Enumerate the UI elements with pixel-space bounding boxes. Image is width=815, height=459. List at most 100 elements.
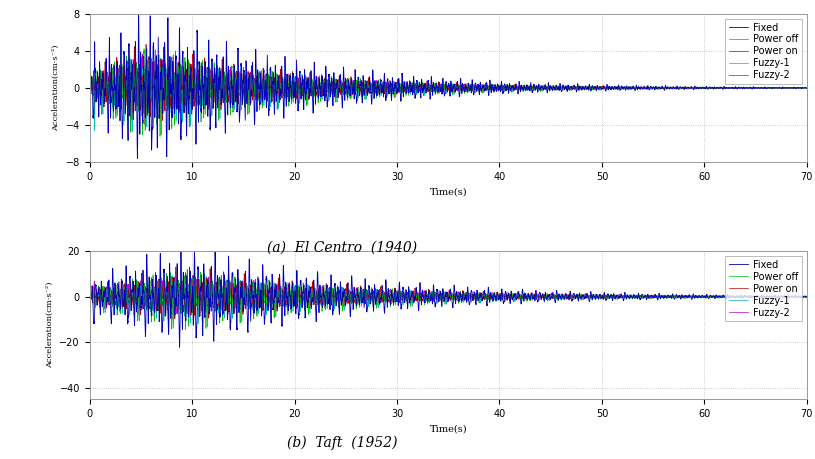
Fuzzy-2 [252,87,262,92]
X-axis label: Time(s): Time(s) [430,425,467,434]
Fixed [249,296,258,301]
Fixed [252,306,262,311]
Power on [733,85,742,90]
Text: (b)  Taft  (1952): (b) Taft (1952) [287,436,398,450]
Fuzzy-1 [247,84,257,90]
Power on [198,280,208,285]
Fixed [355,293,365,299]
Fuzzy-1 [178,272,188,277]
Power on [249,293,258,298]
Fuzzy-2 [355,85,365,91]
Fixed [85,294,95,299]
Power off [249,301,258,307]
Fixed [733,86,742,92]
Line: Fixed: Fixed [90,12,807,158]
Fixed [249,81,258,87]
Fuzzy-1 [85,85,95,91]
Power on [355,286,365,292]
Fuzzy-2 [802,293,812,299]
Power off [155,134,165,139]
Fuzzy-2 [733,85,742,90]
Y-axis label: Acceleration(cm·s⁻²): Acceleration(cm·s⁻²) [52,45,60,131]
Fuzzy-2 [138,52,148,57]
Line: Fixed: Fixed [90,243,807,347]
Fuzzy-1 [802,294,812,299]
Fuzzy-1 [355,83,365,88]
Fuzzy-2 [733,295,742,300]
Fuzzy-2 [198,78,208,84]
Fuzzy-1 [252,289,262,295]
Line: Fuzzy-2: Fuzzy-2 [90,55,807,122]
Power off [249,75,258,81]
Power off [802,85,812,91]
Fuzzy-2 [252,288,262,293]
Fixed [247,91,257,97]
Fuzzy-1 [733,295,742,300]
Fixed [247,277,257,282]
Fixed [133,156,143,161]
Fuzzy-1 [733,85,742,91]
Fuzzy-1 [198,80,208,86]
X-axis label: Time(s): Time(s) [430,187,467,196]
Fixed [733,294,742,299]
Power off [139,46,149,51]
Power on [249,84,258,90]
Fixed [802,85,812,91]
Power on [198,101,208,107]
Power on [140,122,150,127]
Power off [355,82,365,87]
Power off [252,313,262,319]
Fixed [198,85,208,91]
Line: Fuzzy-2: Fuzzy-2 [90,273,807,319]
Fuzzy-2 [249,298,258,303]
Power on [802,85,812,91]
Power on [247,303,257,308]
Power off [85,294,95,299]
Fixed [802,294,812,300]
Power off [198,91,208,96]
Fuzzy-2 [168,317,178,322]
Fuzzy-1 [247,279,257,284]
Power on [355,90,365,95]
Power off [247,289,257,294]
Fuzzy-2 [156,119,166,124]
Power on [252,309,262,314]
Power on [802,294,812,300]
Fuzzy-2 [249,74,258,80]
Power on [247,68,257,74]
Line: Power off: Power off [90,269,807,330]
Line: Power on: Power on [90,45,807,124]
Fuzzy-2 [85,85,95,91]
Line: Fuzzy-1: Fuzzy-1 [90,56,807,134]
Fuzzy-2 [181,270,191,275]
Fuzzy-1 [136,54,146,59]
Line: Power on: Power on [90,267,807,322]
Fuzzy-1 [802,85,812,90]
Power on [85,294,95,299]
Fuzzy-2 [802,85,812,90]
Power off [252,81,262,87]
Power on [733,295,742,300]
Fuzzy-1 [85,294,95,299]
Fixed [85,85,95,91]
Power off [183,267,192,272]
Fixed [252,106,262,112]
Power off [733,293,742,299]
Line: Fuzzy-1: Fuzzy-1 [90,274,807,328]
Power off [85,85,95,91]
Fuzzy-2 [247,87,257,93]
Fuzzy-1 [249,296,258,302]
Fuzzy-1 [156,132,166,137]
Fuzzy-2 [198,294,208,299]
Fixed [355,84,365,89]
Line: Power off: Power off [90,49,807,136]
Fuzzy-1 [198,288,208,294]
Fuzzy-1 [252,89,262,94]
Legend: Fixed, Power off, Power on, Fuzzy-1, Fuzzy-2: Fixed, Power off, Power on, Fuzzy-1, Fuz… [725,256,802,321]
Fuzzy-1 [249,78,258,84]
Power off [247,79,257,85]
Fuzzy-2 [355,291,365,297]
Power off [802,294,812,300]
Power on [252,80,262,85]
Fuzzy-1 [355,291,365,297]
